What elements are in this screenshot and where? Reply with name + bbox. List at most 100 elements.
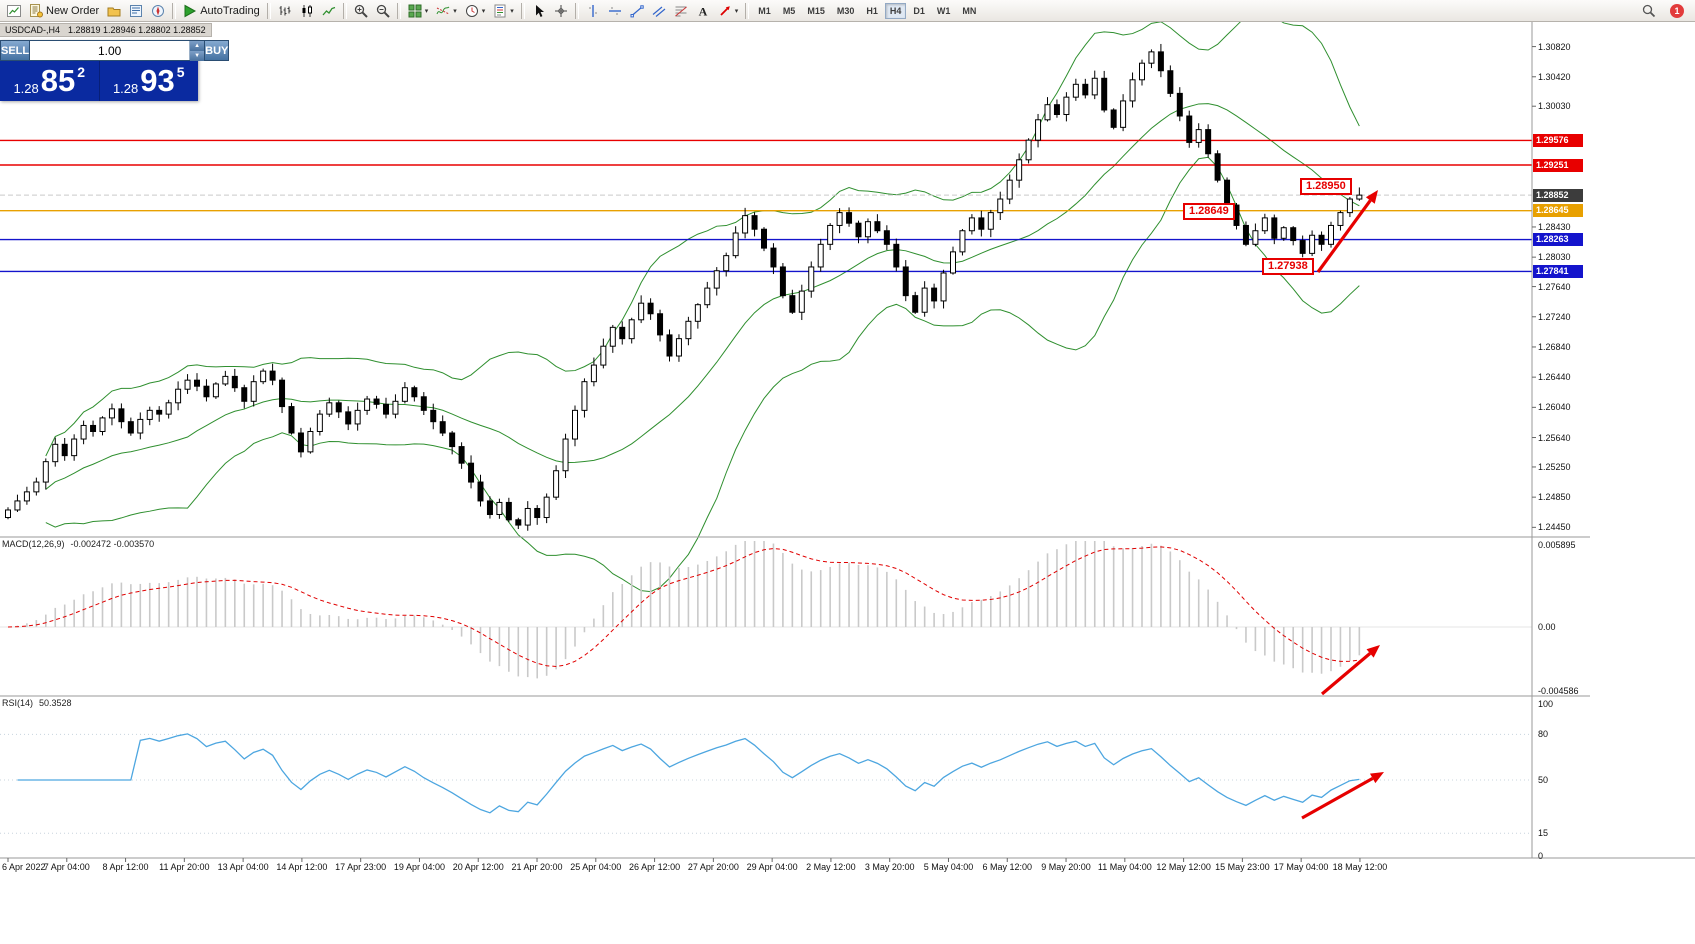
bars-button[interactable]: [274, 1, 296, 21]
templates-button[interactable]: ▾: [489, 1, 518, 21]
macd-values: -0.002472 -0.003570: [70, 539, 155, 549]
volume-increase-button[interactable]: ▲: [190, 41, 205, 51]
macd-indicator-label: MACD(12,26,9) -0.002472 -0.003570: [2, 539, 154, 549]
vertical-line-icon: [588, 4, 597, 17]
timeframe-m30-button[interactable]: M30: [836, 5, 855, 16]
channel-icon: [652, 6, 666, 17]
indicators-button[interactable]: ▾: [432, 1, 461, 21]
templates-icon: [494, 4, 506, 17]
line-chart-button[interactable]: [318, 1, 340, 21]
arrows-button[interactable]: ▾: [714, 1, 743, 21]
timeframe-m15-button[interactable]: M15: [807, 5, 825, 16]
fibonacci-icon: [674, 6, 687, 16]
volume-field: ▲ ▼: [30, 40, 205, 61]
profiles-button[interactable]: [103, 1, 125, 21]
toolbar-separator: [574, 2, 579, 19]
timeframe-m1-button[interactable]: M1: [758, 5, 771, 16]
macd-name: MACD(12,26,9): [2, 539, 65, 549]
toolbar: New Order AutoTrading ▾ ▾ ▾ ▾ A ▾ M1 M5 M15 M30 H1 H4…: [0, 0, 1695, 22]
volume-decrease-button[interactable]: ▼: [190, 51, 205, 61]
zoom-in-icon: [354, 4, 368, 18]
tile-windows-button[interactable]: ▾: [404, 1, 433, 21]
cursor-icon: [535, 4, 544, 17]
timeframe-mn-button[interactable]: MN: [962, 5, 977, 16]
profiles-icon: [107, 7, 121, 16]
dropdown-caret-icon: ▾: [734, 7, 739, 15]
dropdown-caret-icon: ▾: [481, 7, 486, 15]
sell-price[interactable]: 1.28 85 2: [0, 61, 99, 101]
text-button[interactable]: A: [692, 1, 714, 21]
navigator-button[interactable]: [147, 1, 169, 21]
svg-text:A: A: [698, 4, 707, 18]
rsi-value: 50.3528: [39, 698, 72, 708]
cursor-button[interactable]: [528, 1, 550, 21]
sell-button[interactable]: SELL: [0, 40, 31, 61]
new-order-button-label: New Order: [46, 4, 100, 17]
channel-button[interactable]: [648, 1, 670, 21]
volume-input[interactable]: [30, 41, 190, 60]
zoom-out-icon: [376, 4, 390, 18]
crosshair-button[interactable]: [550, 1, 572, 21]
line-chart-icon: [322, 6, 335, 15]
one-click-trading-panel: SELL ▲ ▼ BUY 1.28 85 2 1.28 93 5: [0, 40, 230, 101]
ohlc-values: 1.28819 1.28946 1.28802 1.28852: [68, 25, 206, 35]
buy-price[interactable]: 1.28 93 5: [100, 61, 199, 101]
toolbar-separator: [266, 2, 271, 19]
timeframe-h4-button[interactable]: H4: [884, 2, 907, 19]
buy-button[interactable]: BUY: [204, 40, 230, 61]
periods-button[interactable]: ▾: [461, 1, 490, 21]
autotrading-icon: [184, 4, 197, 17]
trendline-icon: [630, 4, 644, 17]
tile-windows-icon: [408, 4, 422, 17]
sell-price-prefix: 1.28: [13, 81, 39, 96]
text-icon: A: [698, 4, 707, 18]
buy-price-big: 93: [140, 63, 175, 98]
buy-price-prefix: 1.28: [112, 81, 139, 96]
timeframe-w1-button[interactable]: W1: [936, 5, 951, 16]
notification-badge[interactable]: 1: [1670, 3, 1684, 18]
autotrading-button[interactable]: AutoTrading: [179, 1, 264, 21]
toolbar-separator: [396, 2, 401, 19]
indicators-icon: [436, 6, 450, 14]
timeframe-m5-button[interactable]: M5: [782, 5, 796, 16]
zoom-out-button[interactable]: [372, 1, 394, 21]
one-click-controls-row: SELL ▲ ▼ BUY: [0, 40, 230, 61]
dropdown-caret-icon: ▾: [453, 7, 457, 15]
search-button[interactable]: [1638, 1, 1660, 21]
zoom-in-button[interactable]: [350, 1, 372, 21]
fibonacci-button[interactable]: [670, 1, 692, 21]
timeframe-h1-button[interactable]: H1: [866, 5, 878, 16]
arrows-icon: [720, 5, 730, 16]
horizontal-line-button[interactable]: [604, 1, 626, 21]
new-order-icon: [30, 3, 43, 17]
toolbar-separator: [745, 2, 750, 19]
dropdown-caret-icon: ▾: [424, 7, 429, 15]
timeframe-d1-button[interactable]: D1: [913, 5, 925, 16]
toolbar-separator: [342, 2, 347, 19]
toolbar-separator: [520, 2, 525, 19]
market-watch-icon: [130, 4, 143, 17]
symbol-period-label: USDCAD-,H4: [5, 25, 61, 35]
price-divider: [98, 61, 100, 101]
chart-info-bar: USDCAD-,H4 1.28819 1.28946 1.28802 1.288…: [0, 23, 212, 37]
sell-price-big: 85: [40, 63, 76, 98]
new-chart-button[interactable]: [3, 1, 25, 21]
crosshair-icon: [554, 4, 567, 17]
rsi-indicator-label: RSI(14) 50.3528: [2, 698, 72, 708]
trendline-button[interactable]: [626, 1, 648, 21]
candlesticks-button[interactable]: [296, 1, 318, 21]
vertical-line-button[interactable]: [582, 1, 604, 21]
buy-price-pip: 5: [176, 64, 185, 80]
new-order-button[interactable]: New Order: [25, 1, 103, 21]
market-watch-button[interactable]: [125, 1, 147, 21]
autotrading-button-label: AutoTrading: [200, 4, 260, 17]
new-chart-icon: [7, 4, 21, 17]
navigator-icon: [152, 4, 165, 17]
search-icon: [1642, 4, 1656, 17]
toolbar-separator: [172, 2, 177, 19]
horizontal-line-icon: [608, 6, 621, 15]
toolbar-right-group: 1: [1638, 1, 1692, 21]
dropdown-caret-icon: ▾: [510, 7, 514, 15]
